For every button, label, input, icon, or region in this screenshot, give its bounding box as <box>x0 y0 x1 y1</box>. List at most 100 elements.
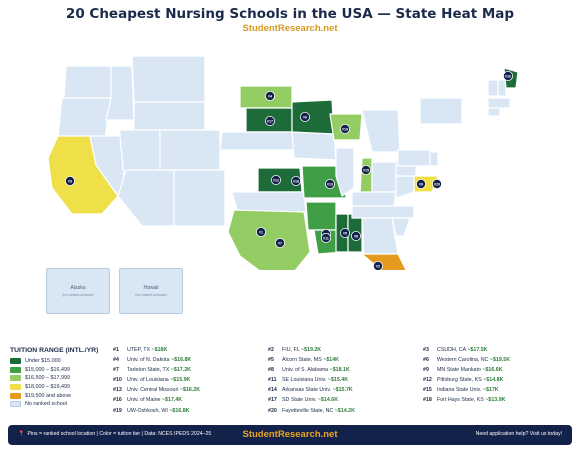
state-wy[interactable] <box>133 101 206 131</box>
school-pin[interactable]: #15 <box>360 164 371 175</box>
state-il[interactable] <box>335 147 355 197</box>
state-nm[interactable] <box>173 169 226 227</box>
state-ok[interactable] <box>231 191 307 215</box>
ranking-row[interactable]: #18 Fort Hays State, KS ~$13.9K <box>423 397 510 407</box>
school-pin[interactable]: #20 <box>431 178 442 189</box>
state-sc[interactable] <box>391 217 411 237</box>
state-tn[interactable] <box>351 205 415 219</box>
ranking-row[interactable]: #12 Pittsburg State, KS ~$14.8K <box>423 377 510 387</box>
school-pin[interactable]: #17 <box>264 116 275 127</box>
pin-marker[interactable] <box>290 175 301 186</box>
ranking-row[interactable]: #15 Indiana State Univ. ~$17K <box>423 387 510 397</box>
state-id[interactable] <box>105 65 135 121</box>
pin-marker[interactable] <box>264 91 275 102</box>
pin-marker[interactable] <box>339 124 350 135</box>
pin-marker[interactable] <box>264 116 275 127</box>
tuition-value: ~$19.2K <box>300 347 322 353</box>
pin-marker[interactable] <box>431 178 442 189</box>
pin-marker[interactable] <box>255 226 266 237</box>
state-vt[interactable] <box>487 79 499 97</box>
school-pin[interactable]: #8 <box>350 230 361 241</box>
state-mn[interactable] <box>291 99 335 135</box>
school-pin[interactable]: #11 <box>320 232 331 243</box>
state-pa[interactable] <box>397 149 431 167</box>
state-in[interactable] <box>359 157 373 195</box>
ranking-row[interactable]: #20 Fayetteville State, NC ~$14.2K <box>268 408 355 418</box>
state-fl[interactable] <box>361 253 407 270</box>
tuition-value: ~$14.2K <box>334 407 355 414</box>
state-or[interactable] <box>57 97 112 139</box>
pin-rank-label: #6 <box>303 115 307 119</box>
state-nj[interactable] <box>429 151 439 167</box>
school-pin[interactable]: #6 <box>299 112 310 123</box>
state-mt[interactable] <box>131 55 206 103</box>
state-az[interactable] <box>117 169 175 227</box>
ranking-row[interactable]: #3 CSUDH, CA ~$17.5K <box>423 347 510 357</box>
school-pin[interactable]: #9 <box>415 178 426 189</box>
state-ny[interactable] <box>419 97 463 125</box>
ranking-row[interactable]: #1 UTEP, TX ~$18K <box>113 347 200 357</box>
ranking-row[interactable]: #7 Tarleton State, TX ~$17.2K <box>113 367 200 377</box>
state-wa[interactable] <box>63 65 112 99</box>
state-co[interactable] <box>159 129 221 171</box>
state-va[interactable] <box>395 175 415 199</box>
ranking-row[interactable]: #11 SE Louisiana Univ. ~$15.4K <box>268 377 355 387</box>
pin-marker[interactable] <box>360 164 371 175</box>
state-ar[interactable] <box>305 201 337 231</box>
school-pin[interactable]: #13 <box>324 178 335 189</box>
ranking-row[interactable]: #17 SD State Univ. ~$14.6K <box>268 397 355 407</box>
school-pin[interactable]: #7 <box>274 237 285 248</box>
pin-marker[interactable] <box>339 227 350 238</box>
brand-subtitle[interactable]: StudentResearch.net <box>242 23 338 34</box>
ranking-row[interactable]: #5 Alcorn State, MS ~$14K <box>268 357 355 367</box>
ranking-row[interactable]: #9 MN State Mankato ~$16.6K <box>423 367 510 377</box>
pin-rank-label: #8 <box>354 234 358 238</box>
school-pin[interactable]: #18 <box>290 175 301 186</box>
pin-marker[interactable] <box>350 230 361 241</box>
ranking-row[interactable]: #2 FIU, FL ~$19.2K <box>268 347 355 357</box>
state-ct[interactable] <box>487 107 501 117</box>
footer-cta-link[interactable]: Need application help? Visit us today! <box>475 431 562 437</box>
tuition-value: ~$19.5K <box>489 357 511 364</box>
state-mo[interactable] <box>301 165 347 199</box>
ranking-number: #13 <box>113 387 122 394</box>
school-pin[interactable]: #5 <box>339 227 350 238</box>
state-ma[interactable] <box>487 97 511 109</box>
school-pin[interactable]: #19 <box>339 124 350 135</box>
ranking-row[interactable]: #4 Univ. of N. Dakota ~$16.8K <box>113 357 200 367</box>
school-pin[interactable]: #3 <box>65 175 76 186</box>
pin-marker[interactable] <box>373 261 383 270</box>
state-ne[interactable] <box>219 131 295 151</box>
state-ky[interactable] <box>351 191 397 207</box>
pin-marker[interactable] <box>320 232 331 243</box>
state-mi[interactable] <box>361 109 401 153</box>
ranking-row[interactable]: #6 Western Carolina, NC ~$19.5K <box>423 357 510 367</box>
ranking-row[interactable]: #13 Univ. Central Missouri ~$16.2K <box>113 387 200 397</box>
footer-brand-link[interactable]: StudentResearch.net <box>242 429 338 440</box>
pin-marker[interactable] <box>502 71 513 82</box>
ranking-number: #11 <box>268 377 277 384</box>
tuition-value: ~$16.8K <box>169 407 190 414</box>
pin-marker[interactable] <box>415 178 426 189</box>
school-pin[interactable]: #2 <box>373 261 383 270</box>
pin-marker[interactable] <box>324 178 335 189</box>
pin-marker[interactable] <box>299 112 310 123</box>
alaska-label: Alaska <box>70 285 86 291</box>
ranking-row[interactable]: #14 Arkansas State Univ. ~$15.7K <box>268 387 355 397</box>
ranking-row[interactable]: #19 UW-Oshkosh, WI ~$16.8K <box>113 408 200 418</box>
ranking-row[interactable]: #10 Univ. of Louisiana ~$15.9K <box>113 377 200 387</box>
state-ia[interactable] <box>291 131 337 161</box>
school-pin[interactable]: #16 <box>502 71 513 82</box>
state-oh[interactable] <box>371 161 397 193</box>
ranking-row[interactable]: #16 Univ. of Maine ~$17.4K <box>113 397 200 407</box>
school-name: Univ. of Maine <box>127 397 161 404</box>
state-tx[interactable] <box>227 209 311 270</box>
school-pin[interactable]: #4 <box>264 91 275 102</box>
state-nh[interactable] <box>497 79 507 97</box>
pin-marker[interactable] <box>274 237 285 248</box>
school-pin[interactable]: #12 <box>270 174 281 185</box>
school-pin[interactable]: #1 <box>255 226 266 237</box>
ranking-row[interactable]: #8 Univ. of S. Alabama ~$18.1K <box>268 367 355 377</box>
pin-marker[interactable] <box>65 175 76 186</box>
pin-marker[interactable] <box>270 174 281 185</box>
